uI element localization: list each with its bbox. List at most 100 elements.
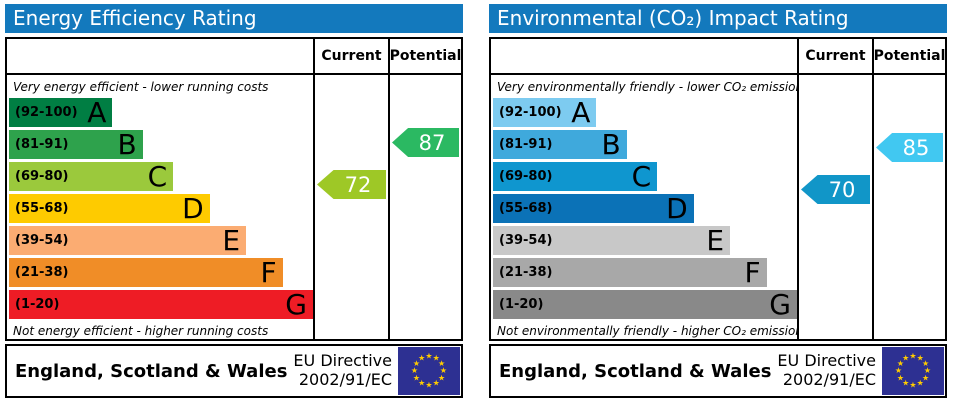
rating-bands: (92-100) A (81-91) B (69-80) C: [491, 98, 797, 322]
panel-title-energy: Energy Efficiency Rating: [5, 4, 463, 33]
svg-text:★: ★: [413, 373, 420, 382]
band-letter: C: [147, 160, 168, 193]
band-letter: E: [706, 224, 725, 257]
current-column: Current 70: [799, 39, 874, 339]
eu-flag-icon: ★ ★ ★ ★ ★ ★ ★ ★ ★ ★ ★ ★: [882, 347, 944, 395]
potential-rating-arrow: 87: [392, 128, 459, 157]
band-g: (1-20) G: [9, 290, 313, 319]
top-caption: Very environmentally friendly - lower CO…: [497, 80, 797, 94]
bands-column-header: [491, 39, 797, 75]
svg-text:★: ★: [897, 373, 904, 382]
band-row-c: (69-80) C: [493, 162, 797, 191]
band-row-a: (92-100) A: [493, 98, 797, 127]
band-row-d: (55-68) D: [493, 194, 797, 223]
top-caption: Very energy efficient - lower running co…: [13, 80, 269, 94]
bottom-caption: Not energy efficient - higher running co…: [13, 324, 269, 338]
current-column-header: Current: [799, 39, 872, 75]
svg-text:★: ★: [897, 359, 904, 368]
band-row-f: (21-38) F: [493, 258, 797, 287]
band-letter: A: [87, 96, 107, 129]
band-letter: C: [631, 160, 652, 193]
band-f: (21-38) F: [493, 258, 767, 287]
footer-region: England, Scotland & Wales: [15, 360, 288, 382]
potential-column: Potential 87: [390, 39, 461, 339]
svg-text:★: ★: [909, 352, 916, 361]
svg-text:★: ★: [917, 379, 924, 388]
band-letter: G: [769, 288, 791, 321]
bands-column: Very energy efficient - lower running co…: [7, 39, 315, 339]
svg-text:★: ★: [418, 379, 425, 388]
current-column-header: Current: [315, 39, 388, 75]
eu-directive-line1: EU Directive: [293, 351, 392, 371]
band-row-e: (39-54) E: [493, 226, 797, 255]
band-a: (92-100) A: [9, 96, 113, 129]
band-range: (69-80): [15, 169, 69, 184]
band-letter: D: [666, 192, 688, 225]
band-row-c: (69-80) C: [9, 162, 313, 191]
band-row-d: (55-68) D: [9, 194, 313, 223]
band-b: (81-91) B: [9, 130, 143, 159]
band-letter: F: [744, 256, 761, 289]
band-range: (55-68): [15, 201, 69, 216]
svg-text:★: ★: [413, 359, 420, 368]
band-row-b: (81-91) B: [9, 130, 313, 159]
potential-rating-arrow: 85: [876, 133, 943, 162]
bands-column-header: [7, 39, 313, 75]
band-c: (69-80) C: [493, 160, 658, 193]
environmental-impact-panel: Environmental (CO₂) Impact Rating Very e…: [489, 4, 947, 398]
band-row-b: (81-91) B: [493, 130, 797, 159]
potential-rating-value: 87: [418, 130, 446, 155]
svg-text:★: ★: [438, 359, 445, 368]
svg-text:★: ★: [440, 366, 447, 375]
svg-text:★: ★: [917, 353, 924, 362]
svg-text:★: ★: [438, 373, 445, 382]
band-c: (69-80) C: [9, 160, 174, 193]
potential-column: Potential 85: [874, 39, 945, 339]
band-range: (21-38): [499, 265, 553, 280]
band-range: (81-91): [499, 137, 553, 152]
band-range: (21-38): [15, 265, 69, 280]
svg-text:★: ★: [922, 373, 929, 382]
band-range: (92-100): [499, 105, 562, 120]
footer: England, Scotland & Wales EU Directive 2…: [489, 344, 947, 398]
svg-text:★: ★: [902, 379, 909, 388]
band-letter: G: [285, 288, 307, 321]
band-letter: A: [571, 96, 591, 129]
band-range: (81-91): [15, 137, 69, 152]
band-letter: B: [117, 128, 137, 161]
current-column: Current 72: [315, 39, 390, 339]
footer: England, Scotland & Wales EU Directive 2…: [5, 344, 463, 398]
energy-efficiency-panel: Energy Efficiency Rating Very energy eff…: [5, 4, 463, 398]
energy-rating-table: Very energy efficient - lower running co…: [5, 37, 463, 341]
potential-column-header: Potential: [874, 39, 945, 75]
current-rating-arrow: 70: [801, 175, 870, 204]
current-arrow-area: 72: [315, 75, 388, 339]
band-range: (92-100): [15, 105, 78, 120]
svg-text:★: ★: [411, 366, 418, 375]
svg-text:★: ★: [902, 353, 909, 362]
footer-region: England, Scotland & Wales: [499, 360, 772, 382]
eu-directive-line2: 2002/91/EC: [782, 370, 876, 389]
band-range: (1-20): [499, 297, 544, 312]
svg-text:★: ★: [909, 381, 916, 390]
band-d: (55-68) D: [9, 194, 210, 223]
band-range: (1-20): [15, 297, 60, 312]
svg-text:★: ★: [922, 359, 929, 368]
band-a: (92-100) A: [493, 96, 597, 129]
svg-text:★: ★: [433, 353, 440, 362]
band-range: (39-54): [15, 233, 69, 248]
eu-flag-icon: ★ ★ ★ ★ ★ ★ ★ ★ ★ ★ ★ ★: [398, 347, 460, 395]
bottom-caption: Not environmentally friendly - higher CO…: [497, 324, 797, 338]
eu-directive-text: EU Directive 2002/91/EC: [293, 351, 392, 390]
band-row-g: (1-20) G: [493, 290, 797, 319]
eu-directive-text: EU Directive 2002/91/EC: [777, 351, 876, 390]
current-arrow-area: 70: [799, 75, 872, 339]
band-row-e: (39-54) E: [9, 226, 313, 255]
potential-arrow-area: 85: [874, 75, 945, 339]
band-letter: E: [222, 224, 241, 257]
band-letter: B: [601, 128, 621, 161]
current-rating-arrow: 72: [317, 170, 386, 199]
band-letter: D: [182, 192, 204, 225]
potential-column-header: Potential: [390, 39, 461, 75]
